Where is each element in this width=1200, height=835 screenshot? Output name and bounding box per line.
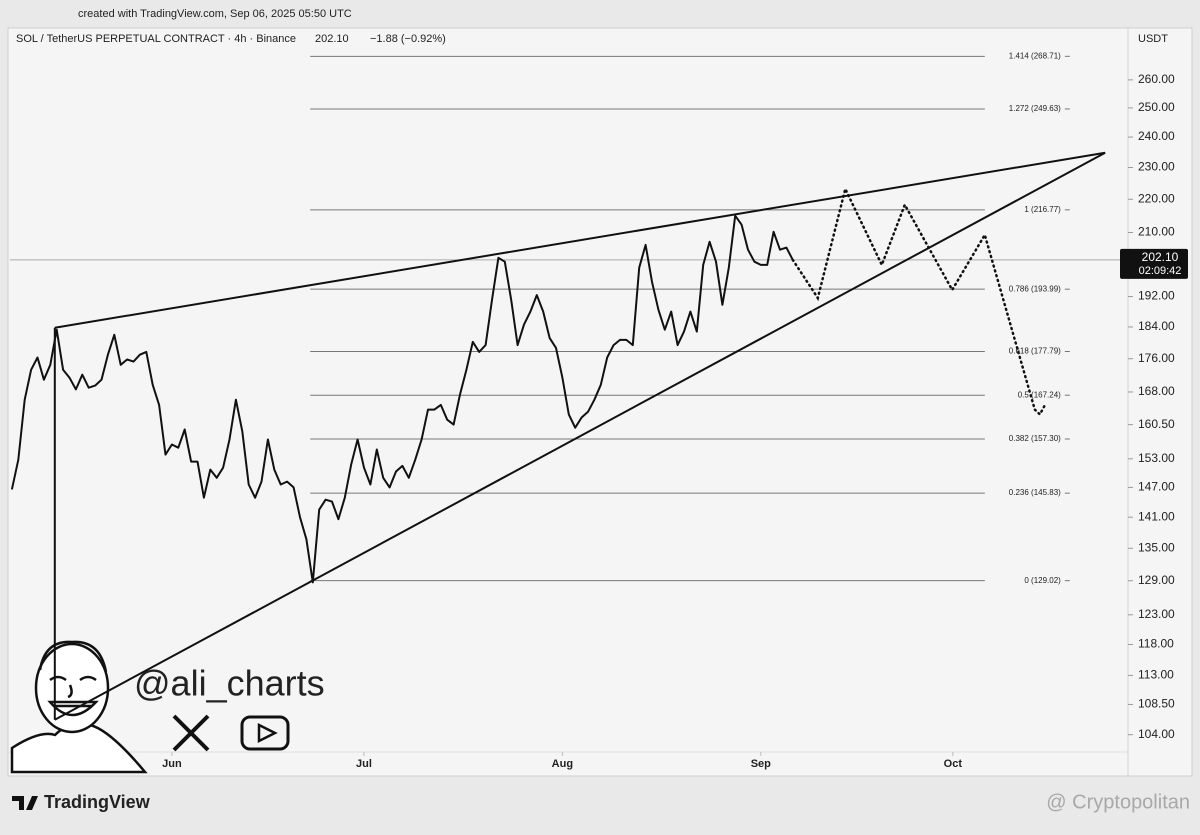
y-tick-label: 260.00 [1138,72,1175,86]
fib-label: 0.618 (177.79) [1009,347,1061,356]
x-tick-label: Aug [552,758,573,770]
x-tick-label: Jun [162,758,182,770]
y-tick-label: 135.00 [1138,540,1175,554]
y-tick-label: 230.00 [1138,160,1175,174]
y-tick-label: 176.00 [1138,351,1175,365]
fib-label: 0 (129.02) [1024,576,1061,585]
author-handle: @ali_charts [134,663,325,704]
y-tick-label: 192.00 [1138,289,1175,303]
header-price: 202.10 [315,33,349,45]
youtube-icon [240,715,290,751]
y-tick-label: 123.00 [1138,607,1175,621]
trendline [54,151,1106,329]
projection-line [791,185,1047,417]
fib-label: 0.5 (167.24) [1018,390,1061,399]
last-price-tag [1120,248,1188,279]
x-tick-label: Oct [944,758,963,770]
y-tick-label: 210.00 [1138,225,1175,239]
y-tick-label: 184.00 [1138,319,1175,333]
price-line [10,214,794,584]
brand-name: TradingView [44,792,151,812]
x-tick-label: Jul [356,758,372,770]
brand-logo: TradingView [12,792,151,812]
chart-panel [7,27,1193,777]
y-tick-label: 250.00 [1138,100,1175,114]
y-tick-label: 160.50 [1138,417,1175,431]
watermark: @ Cryptopolitan [1046,791,1190,813]
x-tick-label: Sep [751,758,771,770]
y-tick-label: 108.50 [1138,697,1175,711]
y-tick-label: 220.00 [1138,191,1175,205]
countdown: 02:09:42 [1139,265,1182,277]
header-change: −1.88 (−0.92%) [370,33,446,45]
trendline [54,151,1106,721]
y-tick-label: 104.00 [1138,727,1175,741]
y-tick-label: 153.00 [1138,451,1175,465]
y-tick-label: 240.00 [1138,129,1175,143]
created-note: created with TradingView.com, Sep 06, 20… [78,8,352,20]
y-tick-label: 113.00 [1138,668,1174,682]
fib-label: 1.272 (249.63) [1009,104,1061,113]
fib-label: 1 (216.77) [1024,205,1061,214]
fib-label: 0.382 (157.30) [1009,434,1061,443]
fib-label: 0.786 (193.99) [1009,284,1061,293]
symbol-title: SOL / TetherUS PERPETUAL CONTRACT · 4h ·… [16,33,296,45]
fib-label: 1.414 (268.71) [1009,51,1061,60]
last-price-label: 202.10 [1142,250,1179,264]
x-icon [172,714,210,752]
fib-label: 0.236 (145.83) [1009,488,1061,497]
y-tick-label: 147.00 [1138,480,1175,494]
currency: USDT [1138,33,1168,45]
y-tick-label: 141.00 [1138,509,1175,523]
y-tick-label: 129.00 [1138,573,1175,587]
y-tick-label: 168.00 [1138,384,1175,398]
y-tick-label: 118.00 [1138,637,1174,651]
